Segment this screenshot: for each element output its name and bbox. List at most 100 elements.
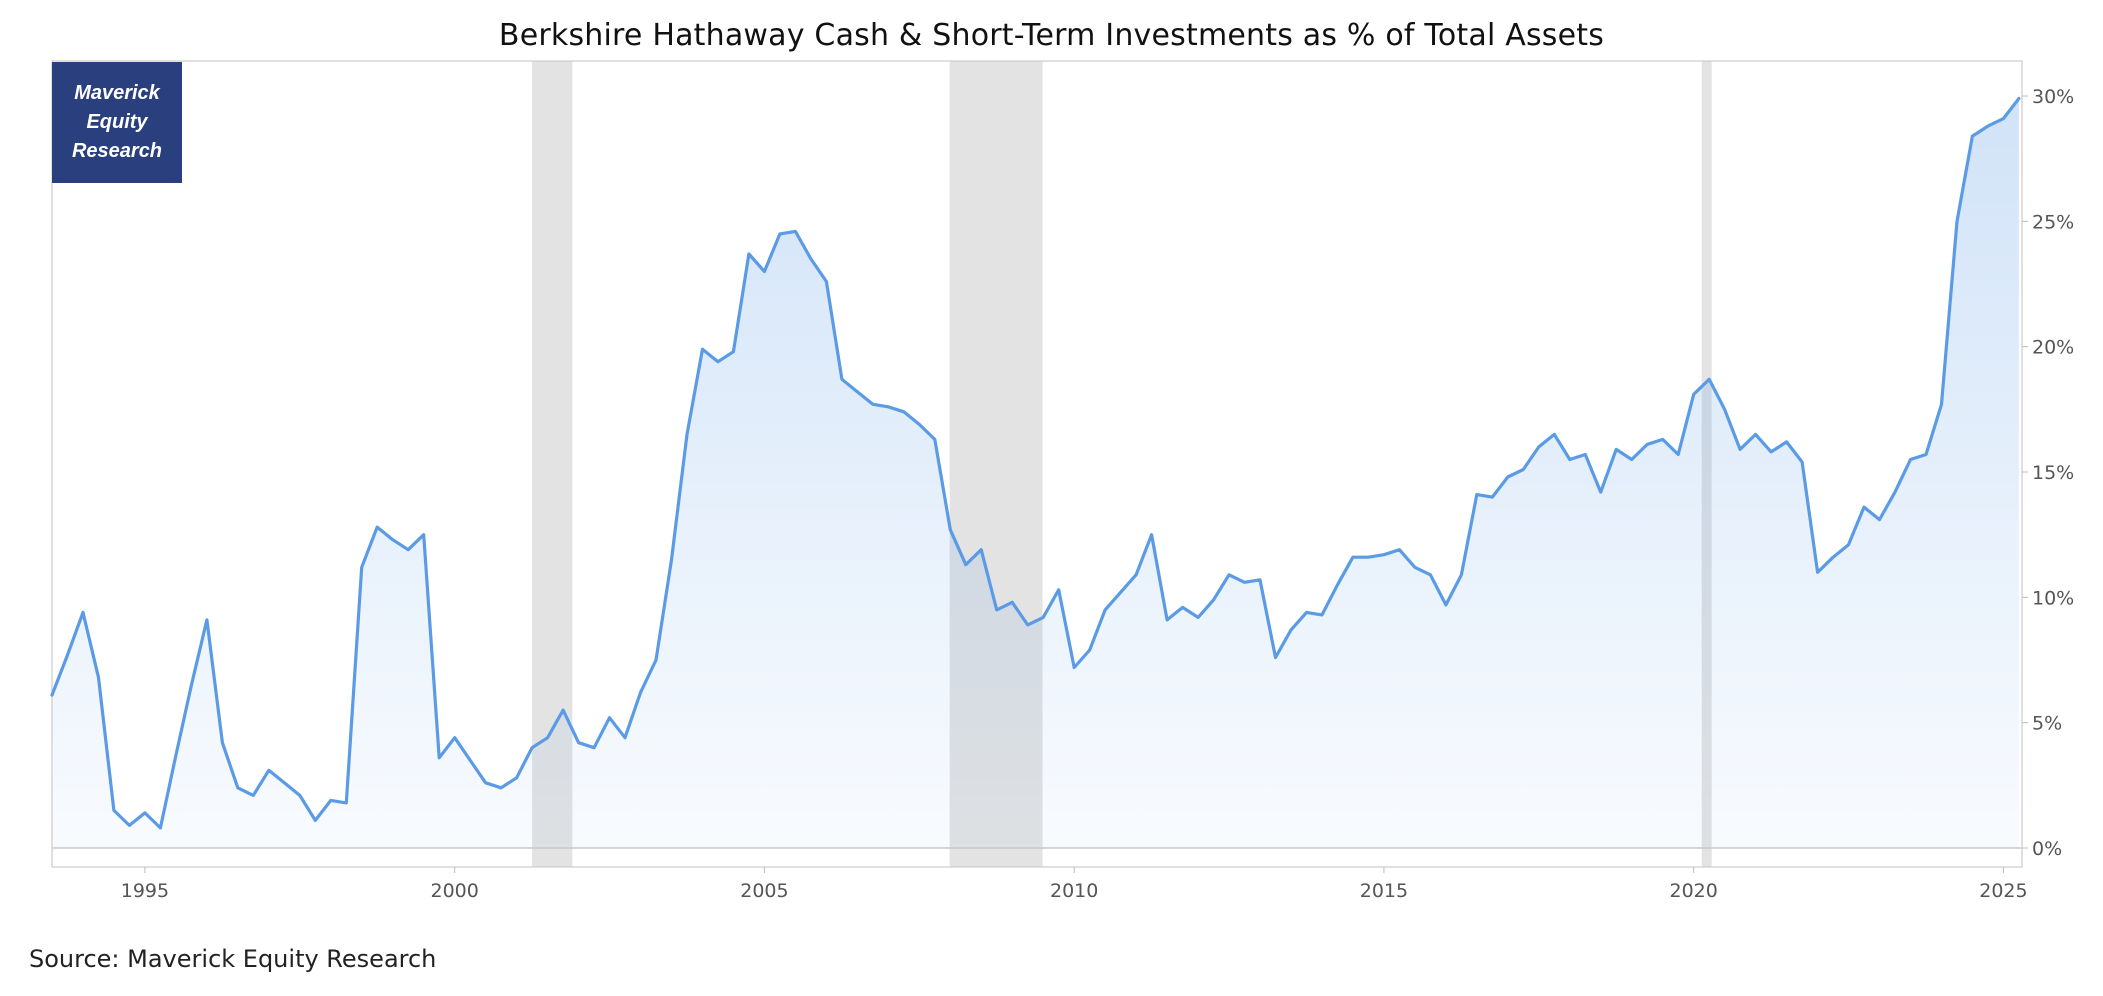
data-point (1971, 134, 1974, 138)
plot-frame (51, 60, 2023, 868)
data-point (1909, 458, 1912, 461)
data-point (1692, 393, 1695, 396)
data-point (1738, 448, 1742, 451)
data-point (1506, 475, 1510, 479)
data-point (283, 781, 286, 785)
data-point (1599, 490, 1602, 494)
data-point (1584, 453, 1587, 456)
x-tick-label: 2020 (1669, 880, 1717, 902)
data-point (1537, 445, 1540, 449)
x-tick-label: 2005 (740, 880, 788, 902)
data-point (1320, 613, 1324, 617)
data-point (174, 754, 178, 757)
data-point (205, 618, 209, 622)
source-note: Source: Maverick Equity Research (29, 945, 437, 973)
y-tick-label: 15% (2032, 462, 2074, 484)
data-point (1274, 656, 1277, 659)
data-point (1305, 611, 1308, 614)
x-axis-ticks: 1995 2000 2005 2010 2015 2020 2025 (121, 867, 2028, 902)
data-point (701, 347, 704, 351)
data-point (654, 658, 658, 662)
data-point (639, 691, 642, 694)
data-point (1460, 573, 1463, 576)
data-point (407, 548, 410, 551)
data-point (345, 801, 348, 805)
data-point (887, 405, 890, 409)
data-point (1568, 458, 1571, 461)
data-point (825, 280, 828, 283)
y-tick-label: 20% (2032, 337, 2074, 359)
logo-line-2: Equity (86, 111, 148, 133)
data-point (1413, 566, 1417, 569)
data-point (391, 538, 394, 541)
series-area (52, 98, 2019, 848)
data-point (902, 410, 906, 414)
data-point (252, 794, 255, 797)
data-point (608, 716, 611, 719)
data-point (871, 403, 875, 406)
data-point (1800, 460, 1804, 464)
data-point (1103, 608, 1107, 612)
data-point (778, 232, 782, 236)
data-point (1072, 666, 1076, 669)
data-point (1196, 616, 1200, 619)
data-point (980, 548, 983, 551)
data-point (1243, 581, 1246, 584)
data-point (1785, 440, 1788, 444)
logo-badge: Maverick Equity Research (52, 62, 182, 183)
data-point (376, 525, 379, 529)
data-point (794, 230, 797, 233)
data-point (1816, 571, 1819, 574)
data-point (221, 741, 224, 744)
y-tick-label: 30% (2032, 86, 2074, 108)
data-point (856, 390, 859, 393)
data-point (1429, 573, 1432, 576)
data-point (1351, 556, 1355, 559)
data-point (97, 676, 100, 679)
logo-line-3: Research (71, 140, 163, 162)
y-tick-label: 5% (2032, 713, 2062, 735)
data-point (685, 433, 689, 436)
data-point (1491, 495, 1494, 499)
data-point (499, 786, 503, 790)
data-point (1893, 490, 1897, 494)
data-point (1150, 533, 1153, 536)
data-point (484, 781, 487, 785)
data-point (933, 438, 936, 441)
x-tick-label: 1995 (121, 880, 169, 902)
y-axis-ticks: 0% 5% 10% 15% 20% 25% 30% (2022, 86, 2074, 860)
data-point (732, 350, 735, 353)
series-points (50, 97, 2021, 830)
data-point (1723, 408, 1726, 411)
data-point (809, 257, 813, 261)
data-point (50, 693, 54, 697)
data-point (747, 252, 751, 256)
data-point (1646, 443, 1649, 446)
data-point (1181, 606, 1184, 609)
data-point (159, 826, 162, 830)
data-point (66, 653, 69, 657)
data-point (1630, 458, 1633, 461)
data-point (190, 683, 193, 687)
data-point (1134, 573, 1138, 576)
data-point (592, 746, 596, 749)
data-point (530, 746, 534, 749)
series-line (50, 96, 2021, 830)
x-tick-label: 2025 (1979, 880, 2027, 902)
x-tick-label: 2010 (1050, 880, 1098, 902)
data-point (1862, 505, 1866, 509)
data-point (360, 566, 363, 569)
data-point (1227, 573, 1231, 576)
data-point (716, 360, 720, 363)
data-point (1553, 433, 1556, 436)
data-point (1258, 578, 1262, 581)
y-tick-label: 25% (2032, 211, 2074, 233)
data-point (546, 736, 549, 739)
data-point (1398, 548, 1401, 551)
x-tick-label: 2015 (1360, 880, 1408, 902)
data-point (1011, 601, 1014, 604)
data-point (995, 608, 998, 612)
data-point (1367, 556, 1370, 559)
data-point (964, 563, 967, 566)
data-point (112, 809, 116, 812)
